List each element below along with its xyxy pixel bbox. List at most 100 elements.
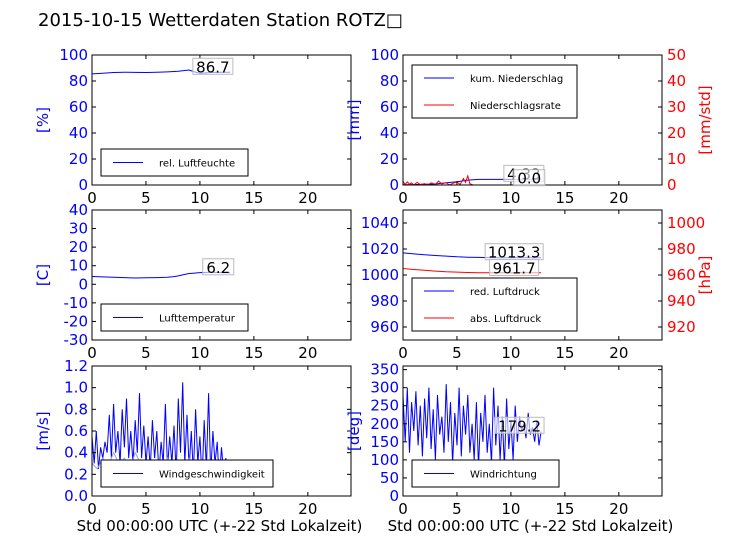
panel-wind-speed: 0 5 10 15 20 0.0 0.2 0.4 0.6 0.8 1.0 1.2 [m/s] Std 00… [34, 357, 362, 535]
plot-frame-temperature [91, 209, 352, 341]
y2-tick-label: 1000 [667, 214, 705, 232]
annotation-box [489, 258, 540, 276]
annotation-box [494, 416, 545, 434]
annotation-label: 6.2 [206, 259, 230, 277]
y2-tick-label: 920 [667, 318, 696, 336]
x-tick-label: 5 [452, 189, 462, 207]
y-axis-label: [m/s] [34, 411, 52, 450]
y-tick-label: 1.0 [64, 379, 88, 397]
y-tick-label: 1.2 [64, 357, 88, 375]
y2-tick-label: 40 [667, 72, 686, 90]
y-tick-label: 150 [370, 433, 399, 451]
y-tick-label: 1020 [361, 240, 399, 258]
x-tick-label: 10 [190, 500, 209, 518]
x-tick-label: 5 [141, 189, 151, 207]
y-tick-label: 0.4 [64, 444, 88, 462]
y-tick-label: 300 [370, 379, 399, 397]
y-tick-label: 20 [69, 238, 88, 256]
y-tick-label: 0 [389, 176, 399, 194]
y-tick-label: 0.2 [64, 465, 88, 483]
y-tick-label: 1040 [361, 214, 399, 232]
x-tick-label: 5 [452, 500, 462, 518]
y-tick-label: 10 [69, 257, 88, 275]
y-tick-label: 980 [370, 292, 399, 310]
series-line-wind-speed-0 [92, 382, 231, 480]
y-tick-label: 20 [380, 150, 399, 168]
annotation-box [202, 258, 235, 276]
y-tick-label: 50 [380, 469, 399, 487]
x-tick-label: 5 [141, 344, 151, 362]
y-tick-label: 20 [69, 150, 88, 168]
legend-label: abs. Luftdruck [470, 314, 541, 325]
y-tick-label: 1000 [361, 266, 399, 284]
x-axis-label: Std 00:00:00 UTC (+-22 Std Lokalzeit) [77, 517, 363, 535]
y2-tick-label: 30 [667, 98, 686, 116]
x-tick-label: 0 [398, 344, 408, 362]
y-tick-label: -30 [64, 331, 89, 349]
x-tick-label: 0 [398, 189, 408, 207]
x-tick-label: 0 [87, 189, 97, 207]
y-tick-label: 40 [69, 201, 88, 219]
y-tick-label: 80 [380, 72, 399, 90]
x-tick-label: 20 [609, 344, 628, 362]
legend-label: red. Luftdruck [470, 287, 540, 298]
y2-tick-label: 50 [667, 46, 686, 64]
y-tick-label: 960 [370, 318, 399, 336]
y-tick-label: 60 [380, 98, 399, 116]
x-tick-label: 15 [244, 189, 263, 207]
y-tick-label: 100 [370, 451, 399, 469]
legend-box-pressure [411, 277, 578, 332]
y-tick-label: 0.6 [64, 422, 88, 440]
x-tick-label: 10 [501, 500, 520, 518]
y2-axis-label: [mm/std] [696, 85, 714, 154]
x-tick-label: 20 [609, 189, 628, 207]
y2-tick-label: 960 [667, 266, 696, 284]
panel-precipitation: 0 5 10 15 20 0 20 40 60 80 100 0 10 20 30 40 50 [mm] [mm/s… [345, 46, 714, 207]
x-axis-label: Std 00:00:00 UTC (+-22 Std Lokalzeit) [388, 517, 674, 535]
legend-label: Windgeschwindigkeit [159, 470, 265, 481]
annotation-label: 86.7 [196, 58, 229, 76]
x-tick-label: 15 [244, 500, 263, 518]
y-tick-label: 40 [380, 124, 399, 142]
y-tick-label: 30 [69, 220, 88, 238]
x-tick-label: 10 [501, 189, 520, 207]
x-tick-label: 0 [87, 500, 97, 518]
annotation-label: 1013.3 [488, 244, 541, 262]
annotation-label: 961.7 [493, 259, 536, 277]
panel-pressure: 0 5 10 15 20 960 980 1000 1020 1040 920 940 960 980 10… [361, 209, 714, 362]
x-tick-label: 15 [244, 344, 263, 362]
plot-frame-wind-direction [402, 365, 663, 497]
x-tick-label: 10 [501, 344, 520, 362]
y2-tick-label: 980 [667, 240, 696, 258]
y-tick-label: 40 [69, 124, 88, 142]
x-tick-label: 10 [190, 189, 209, 207]
y-tick-label: -10 [64, 294, 89, 312]
y-tick-label: 60 [69, 98, 88, 116]
legend-label: rel. Luftfeuchte [159, 159, 235, 170]
figure-title: 2015-10-15 Wetterdaten Station ROTZ□ [38, 10, 403, 31]
y-axis-label: [mm] [345, 100, 363, 141]
y-tick-label: 100 [59, 46, 88, 64]
y-tick-label: 80 [69, 72, 88, 90]
annotation-box [192, 57, 234, 75]
x-tick-label: 20 [298, 500, 317, 518]
legend-box-precipitation [411, 64, 578, 119]
x-tick-label: 20 [298, 189, 317, 207]
y-tick-label: 250 [370, 397, 399, 415]
y-tick-label: 0.8 [64, 400, 88, 418]
annotation-label: 179.2 [498, 417, 541, 435]
y-tick-label: -20 [64, 312, 89, 330]
y-tick-label: 0 [389, 487, 399, 505]
annotation-label: 0.0 [517, 170, 541, 188]
y-tick-label: 100 [370, 46, 399, 64]
legend-label: Niederschlagsrate [470, 101, 561, 112]
plot-frame-humidity [91, 54, 352, 186]
y-axis-label: [C] [34, 264, 52, 286]
x-tick-label: 5 [452, 344, 462, 362]
y2-tick-label: 20 [667, 124, 686, 142]
x-tick-label: 0 [87, 344, 97, 362]
x-tick-label: 5 [141, 500, 151, 518]
